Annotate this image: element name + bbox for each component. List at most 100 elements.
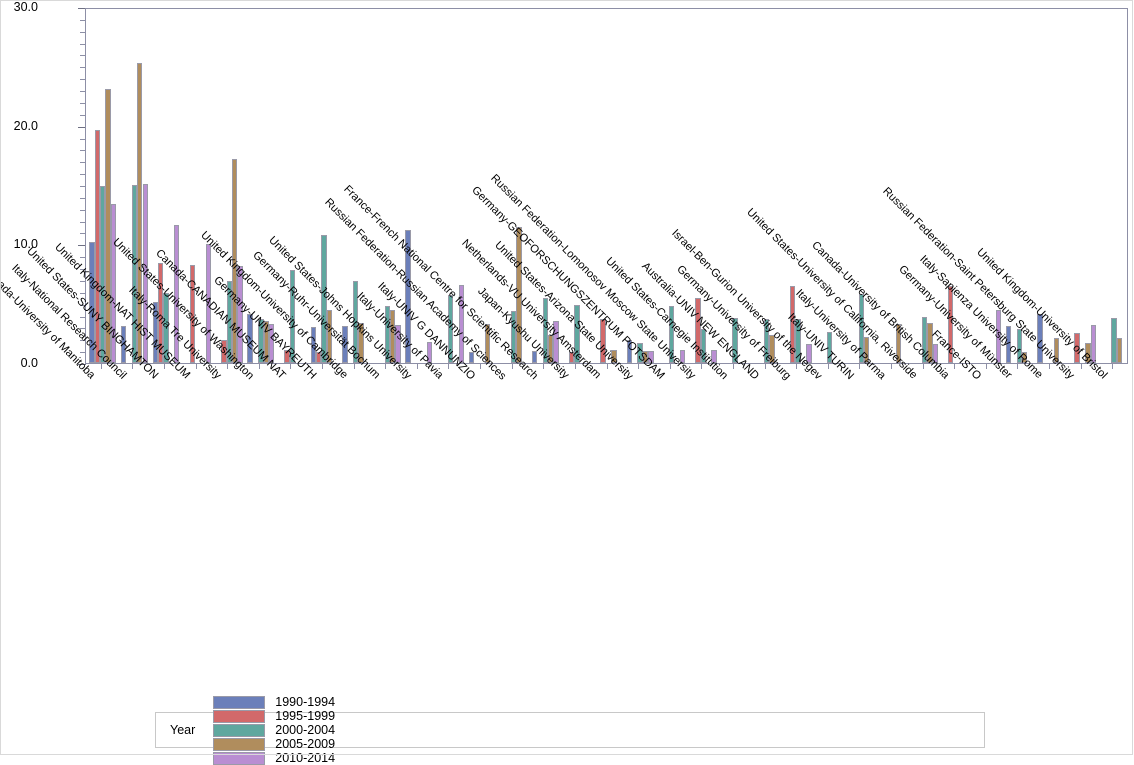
bar-group: [753, 9, 780, 363]
y-tick-minor: [80, 43, 86, 45]
bar: [231, 158, 238, 363]
y-tick-minor: [80, 257, 86, 259]
bar-group: [89, 9, 117, 363]
x-tick: [574, 364, 576, 369]
legend-label: 1995-1999: [275, 709, 336, 723]
y-tick-minor: [80, 292, 86, 294]
legend-label: 2005-2009: [275, 737, 336, 751]
bar: [258, 319, 264, 363]
bar: [310, 327, 316, 363]
bar: [89, 241, 95, 363]
bar: [827, 332, 833, 363]
bar-group: [310, 9, 338, 363]
y-tick-minor: [80, 269, 86, 271]
bar: [105, 88, 111, 363]
x-tick: [448, 364, 450, 369]
bar: [205, 244, 212, 363]
bar-group: [1005, 9, 1033, 363]
bar: [669, 306, 675, 363]
bar: [226, 281, 232, 363]
y-tick-minor: [80, 280, 86, 282]
y-tick-minor: [80, 221, 86, 223]
x-tick: [606, 364, 608, 369]
legend-entry[interactable]: 2000-2004: [213, 723, 335, 737]
bar: [247, 314, 253, 363]
x-tick: [1048, 364, 1050, 369]
bar: [342, 326, 348, 363]
bar-group: [848, 9, 875, 363]
y-tick-minor: [80, 55, 86, 57]
bar: [315, 352, 322, 363]
bar: [795, 319, 801, 363]
x-tick: [511, 364, 513, 369]
bar: [284, 349, 290, 363]
bar: [484, 323, 491, 363]
bar: [921, 316, 928, 363]
bar-group: [816, 9, 843, 363]
bar: [679, 349, 686, 363]
bar: [574, 304, 580, 363]
legend-entry[interactable]: 2010-2014: [213, 751, 335, 765]
legend-entry[interactable]: 1990-1994: [213, 695, 335, 709]
x-tick: [290, 364, 292, 369]
x-tick: [100, 364, 102, 369]
bar: [468, 352, 474, 363]
bar: [1016, 328, 1023, 363]
bar: [790, 285, 796, 363]
legend-swatch: [213, 751, 266, 765]
x-tick: [985, 364, 987, 369]
x-tick: [353, 364, 355, 369]
bar: [263, 321, 269, 363]
bar: [120, 326, 127, 363]
x-tick: [227, 364, 229, 369]
legend-swatch: [213, 695, 266, 709]
y-tick-minor: [80, 352, 86, 354]
bar: [137, 62, 143, 363]
bar: [142, 183, 148, 363]
bar-group: [690, 9, 717, 363]
bar: [769, 334, 775, 363]
x-tick: [480, 364, 482, 369]
bar: [110, 204, 117, 363]
bar: [426, 341, 433, 363]
bar: [547, 334, 554, 363]
bar: [806, 344, 812, 363]
x-tick: [701, 364, 703, 369]
legend-entry[interactable]: 2005-2009: [213, 737, 335, 751]
x-tick: [1017, 364, 1019, 369]
x-tick: [1112, 364, 1114, 369]
bar: [321, 234, 327, 363]
y-tick-minor: [80, 304, 86, 306]
bar-group: [279, 9, 306, 363]
bar-group: [1069, 9, 1097, 363]
y-tick-major: [78, 245, 86, 247]
bar-group: [1037, 9, 1064, 363]
bar: [510, 310, 517, 363]
bar: [268, 323, 275, 363]
legend-swatch: [213, 723, 266, 737]
bar-group: [911, 9, 939, 363]
bar-group: [120, 9, 148, 363]
x-tick: [669, 364, 671, 369]
bar-group: [658, 9, 686, 363]
y-tick-minor: [80, 19, 86, 21]
bar: [932, 344, 939, 363]
bar-group: [216, 9, 243, 363]
bar-group: [437, 9, 464, 363]
bar-group: [879, 9, 906, 363]
legend-swatch: [213, 737, 266, 751]
bar: [1037, 314, 1043, 363]
bar: [447, 295, 454, 363]
bar: [131, 185, 138, 363]
y-tick-minor: [80, 67, 86, 69]
legend-label: 2010-2014: [275, 751, 336, 765]
plot-area: [85, 8, 1128, 364]
bar-group: [342, 9, 369, 363]
x-tick: [195, 364, 197, 369]
legend-entry[interactable]: 1995-1999: [213, 709, 335, 723]
x-tick: [922, 364, 924, 369]
y-tick-label: 30.0: [13, 0, 38, 14]
x-tick: [732, 364, 734, 369]
bar-group: [374, 9, 401, 363]
y-tick-minor: [80, 340, 86, 342]
